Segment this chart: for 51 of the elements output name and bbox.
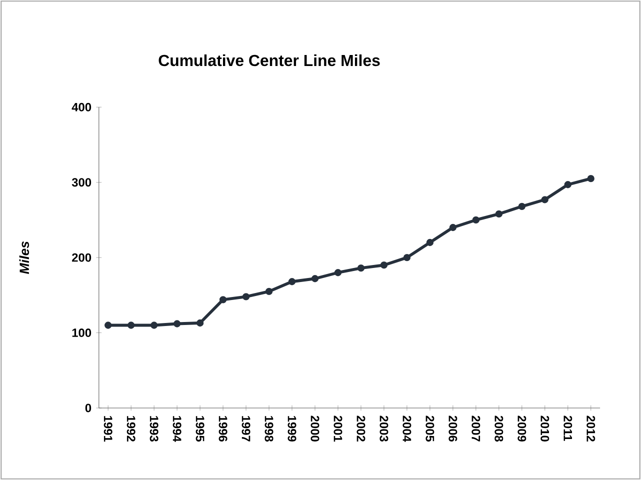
x-tick-label: 2002 [356,416,366,442]
x-tick-label: 2006 [448,416,458,442]
y-axis-title: Miles [19,241,30,274]
x-tick-label: 1997 [242,416,250,442]
x-tick-label: 2008 [494,416,504,442]
point [173,320,181,328]
y-tick-label: 100 [72,328,92,338]
point [426,238,434,246]
point [311,275,319,282]
x-tick-label: 2004 [402,416,412,442]
point [380,262,388,269]
x-tick-label: 2009 [518,416,526,442]
chart-title: Cumulative Center Line Miles [158,54,380,66]
point [288,278,296,286]
point [128,322,135,329]
point [449,224,457,232]
x-tick-label: 1992 [126,416,136,442]
x-tick-label: 1993 [150,416,158,442]
x-tick-label: 1999 [288,416,296,442]
point [104,322,112,329]
x-tick-label: 1995 [196,416,204,442]
point [587,175,594,182]
x-tick-label: 1998 [264,416,274,442]
y-tick-label: 200 [72,253,92,262]
x-tick-label: 1991 [104,416,112,442]
point [357,264,365,272]
point [403,254,411,262]
x-tick-label: 2007 [472,416,480,442]
point [334,269,342,276]
point [472,216,480,224]
x-tick-label: 2012 [586,416,596,442]
point [495,210,502,218]
x-tick-label: 1994 [172,416,182,442]
y-tick-label: 400 [72,102,92,112]
x-tick-label: 1996 [218,416,228,442]
point [564,181,572,188]
x-tick-label: 2005 [426,416,434,442]
point [196,319,204,327]
point [541,196,548,204]
y-tick-label: 0 [85,404,92,412]
x-tick-label: 2011 [564,416,572,441]
x-tick-label: 2010 [540,416,550,442]
point [150,322,158,329]
point [518,202,526,210]
x-tick-label: 2000 [310,416,320,442]
point [265,288,273,295]
y-tick-label: 300 [72,178,92,187]
point [242,293,250,300]
point [219,296,227,304]
x-tick-label: 2003 [380,416,388,442]
x-tick-label: 2001 [334,416,342,442]
